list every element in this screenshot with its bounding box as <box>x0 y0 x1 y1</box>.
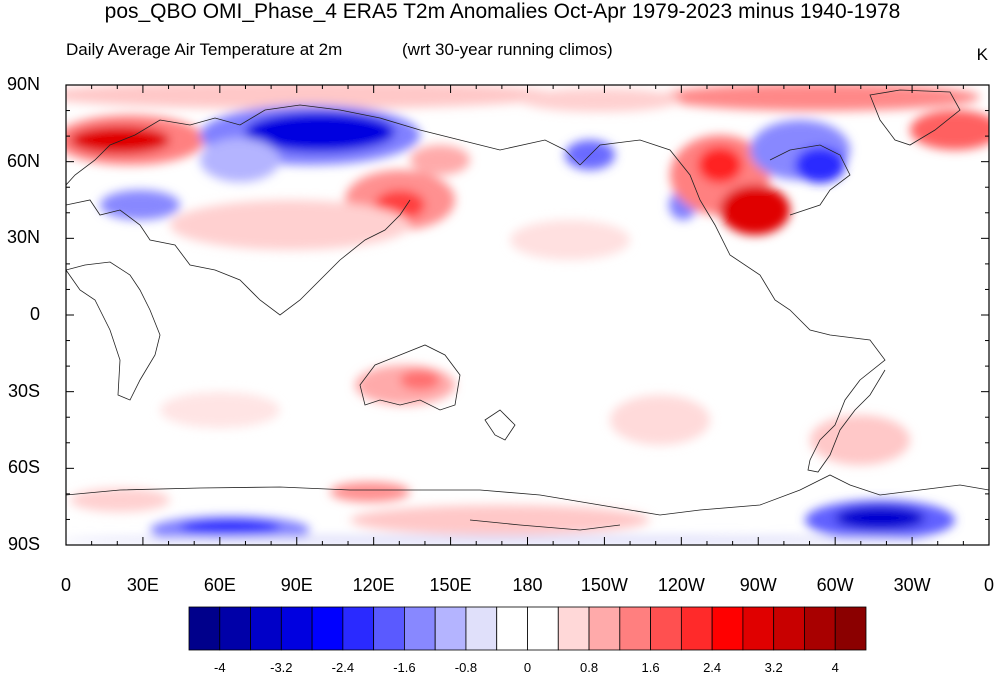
colorbar-swatch <box>342 606 375 651</box>
colorbar-label: -3.2 <box>270 660 293 675</box>
colorbar-label: -0.8 <box>454 660 478 675</box>
lat-label: 90S <box>7 534 40 554</box>
colorbar-label: -1.6 <box>393 660 416 675</box>
colorbar-label: 0 <box>523 660 532 675</box>
colorbar-swatch <box>219 606 251 651</box>
lon-label: 120W <box>657 575 705 595</box>
colorbar <box>188 606 867 651</box>
colorbar-label: 2.4 <box>703 660 722 675</box>
colorbar-swatch <box>834 606 867 651</box>
colorbar-swatch <box>250 606 282 651</box>
lat-label: 60N <box>6 150 40 171</box>
colorbar-swatch <box>188 606 221 651</box>
map-subtitle: Daily Average Air Temperature at 2m <box>66 40 343 59</box>
colorbar-label: 1.6 <box>641 660 660 675</box>
colorbar-label: -2.4 <box>331 660 355 675</box>
colorbar-swatch <box>465 606 498 651</box>
lat-label: 30N <box>6 227 40 248</box>
colorbar-swatch <box>680 606 713 651</box>
lon-label: 60E <box>203 575 236 595</box>
colorbar-label: 0.8 <box>579 660 599 675</box>
colorbar-swatch <box>588 606 621 651</box>
colorbar-swatch <box>496 606 528 651</box>
lon-label: 0 <box>983 575 994 595</box>
coastlines <box>66 89 989 531</box>
units-label: K <box>976 45 988 64</box>
colorbar-swatch <box>373 606 405 651</box>
colorbar-label: 4 <box>831 660 839 675</box>
anomaly-field <box>66 85 989 545</box>
lon-label: 180 <box>512 575 543 595</box>
colorbar-swatch <box>527 606 559 651</box>
lat-label: 30S <box>7 380 40 401</box>
colorbar-swatch <box>773 606 805 651</box>
colorbar-swatch <box>619 606 651 651</box>
lat-label: 60S <box>7 457 40 478</box>
axis-ticks <box>65 84 990 546</box>
colorbar-label: -4 <box>213 660 226 675</box>
lat-label: 90N <box>6 74 40 94</box>
colorbar-swatch <box>557 606 590 651</box>
colorbar-swatch <box>280 606 313 651</box>
lon-label: 30E <box>126 575 159 595</box>
colorbar-swatch <box>742 606 775 651</box>
lat-label: 0 <box>29 304 40 324</box>
colorbar-swatch <box>434 606 467 651</box>
map-subtitle-note: (wrt 30-year running climos) <box>402 40 613 59</box>
lon-label: 60W <box>816 575 854 595</box>
colorbar-swatch <box>804 606 836 651</box>
colorbar-swatch <box>650 606 682 651</box>
colorbar-label: 3.2 <box>764 660 783 675</box>
lon-label: 150E <box>429 575 472 595</box>
colorbar-swatch <box>711 606 744 651</box>
colorbar-swatch <box>311 606 344 651</box>
map-title: pos_QBO OMI_Phase_4 ERA5 T2m Anomalies O… <box>104 0 901 23</box>
lon-label: 30W <box>893 575 931 595</box>
lon-label: 90E <box>280 575 313 595</box>
lon-label: 0 <box>60 575 71 595</box>
lon-label: 150W <box>580 575 628 595</box>
colorbar-swatch <box>404 606 436 651</box>
lon-label: 90W <box>739 575 777 595</box>
lon-label: 120E <box>352 575 395 595</box>
